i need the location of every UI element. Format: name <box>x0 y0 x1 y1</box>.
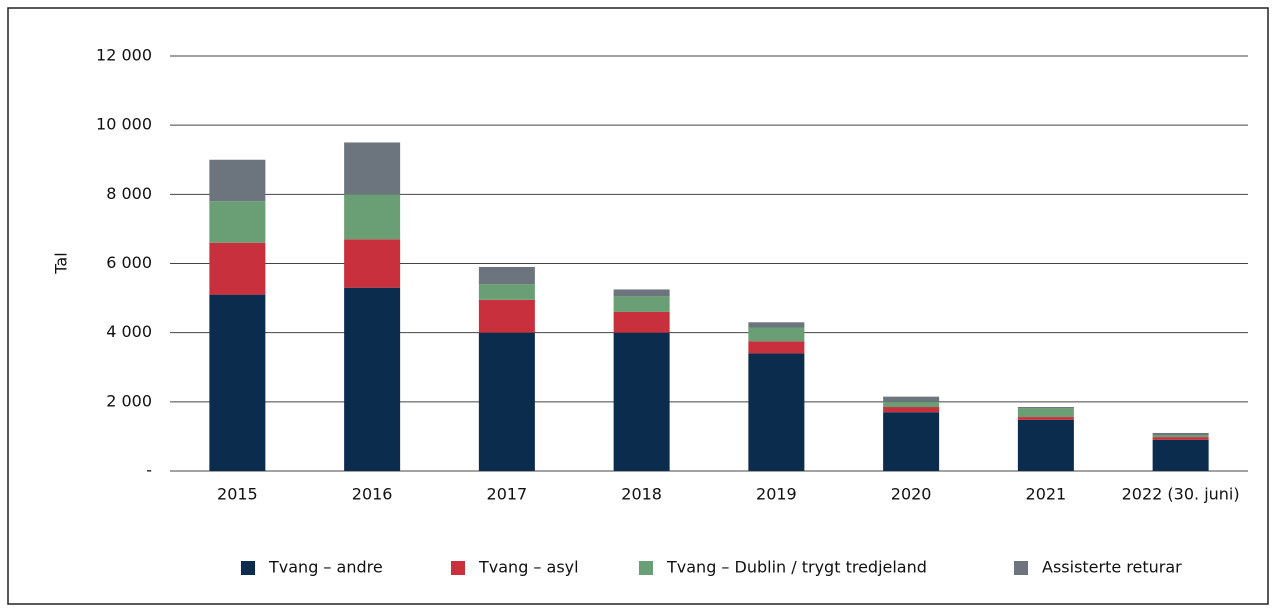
x-tick-label: 2021 <box>1026 485 1067 504</box>
x-tick-label: 2022 (30. juni) <box>1122 485 1240 504</box>
y-tick-label: 2 000 <box>106 391 152 410</box>
frame <box>7 7 1269 605</box>
legend-label: Tvang – asyl <box>478 558 579 577</box>
bar-segment <box>748 327 805 342</box>
y-tick-label: - <box>146 461 152 480</box>
y-tick-label: 8 000 <box>106 184 152 203</box>
legend-swatch <box>451 561 465 575</box>
x-tick-label: 2017 <box>487 485 528 504</box>
bar-segment <box>1152 432 1209 436</box>
bar-segment <box>1017 419 1074 471</box>
bar-segment <box>1017 408 1074 418</box>
bar-segment <box>209 201 266 243</box>
bar-segment <box>344 287 401 471</box>
bar-segment <box>613 332 670 471</box>
y-tick-label: 12 000 <box>96 46 152 65</box>
bar-segment <box>344 142 401 195</box>
x-tick-label: 2018 <box>621 485 662 504</box>
bar-segment <box>883 407 940 413</box>
legend-label: Tvang – andre <box>268 558 383 577</box>
bar-segment <box>478 299 535 333</box>
x-tick-label: 2020 <box>891 485 932 504</box>
bar-segment <box>883 412 940 471</box>
legend-swatch <box>639 561 653 575</box>
bar-segment <box>748 322 805 328</box>
bar-segment <box>1152 435 1209 438</box>
bar-segment <box>209 242 266 295</box>
bar-segment <box>883 396 940 402</box>
bar-segment <box>748 341 805 354</box>
bar-segment <box>209 159 266 202</box>
bar-segment <box>1017 417 1074 420</box>
y-tick-label: 10 000 <box>96 115 152 134</box>
x-tick-label: 2016 <box>352 485 393 504</box>
bar-segment <box>1152 437 1209 440</box>
bar-segment <box>478 266 535 285</box>
legend-label: Assisterte returar <box>1042 558 1182 577</box>
y-tick-label: 4 000 <box>106 322 152 341</box>
bar-segment <box>1152 439 1209 471</box>
bar-segment <box>883 401 940 408</box>
bar-segment <box>344 239 401 288</box>
bar-segment <box>478 332 535 471</box>
bar-segment <box>613 311 670 333</box>
legend-swatch <box>1014 561 1028 575</box>
bar-segment <box>1017 407 1074 409</box>
bar-segment <box>613 296 670 312</box>
bar-segment <box>344 194 401 240</box>
bar-segment <box>748 353 805 471</box>
y-axis-label: Tal <box>52 252 71 274</box>
legend-swatch <box>241 561 255 575</box>
x-tick-label: 2015 <box>217 485 258 504</box>
x-tick-label: 2019 <box>756 485 797 504</box>
y-tick-label: 6 000 <box>106 253 152 272</box>
legend-label: Tvang – Dublin / trygt tredjeland <box>666 558 927 577</box>
bar-segment <box>209 294 266 471</box>
bar-segment <box>613 289 670 297</box>
bar-segment <box>478 284 535 300</box>
